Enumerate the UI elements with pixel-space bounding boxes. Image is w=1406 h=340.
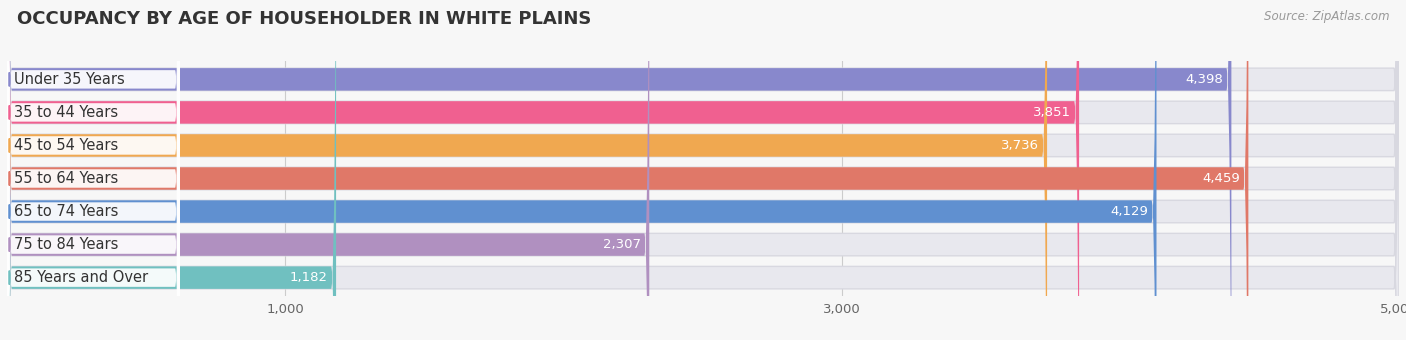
Text: 65 to 74 Years: 65 to 74 Years xyxy=(14,204,118,219)
Text: 85 Years and Over: 85 Years and Over xyxy=(14,270,149,285)
FancyBboxPatch shape xyxy=(7,0,1047,340)
FancyBboxPatch shape xyxy=(7,0,180,340)
FancyBboxPatch shape xyxy=(7,0,180,340)
FancyBboxPatch shape xyxy=(7,0,1399,340)
FancyBboxPatch shape xyxy=(7,0,1249,340)
Text: 4,398: 4,398 xyxy=(1185,73,1223,86)
Text: 75 to 84 Years: 75 to 84 Years xyxy=(14,237,118,252)
Text: 4,459: 4,459 xyxy=(1202,172,1240,185)
FancyBboxPatch shape xyxy=(7,0,180,340)
FancyBboxPatch shape xyxy=(7,0,1399,340)
FancyBboxPatch shape xyxy=(7,0,180,340)
Text: 1,182: 1,182 xyxy=(290,271,328,284)
FancyBboxPatch shape xyxy=(7,0,1399,340)
FancyBboxPatch shape xyxy=(7,0,1078,340)
Text: 55 to 64 Years: 55 to 64 Years xyxy=(14,171,118,186)
FancyBboxPatch shape xyxy=(7,0,650,340)
FancyBboxPatch shape xyxy=(7,0,180,340)
FancyBboxPatch shape xyxy=(7,0,180,340)
FancyBboxPatch shape xyxy=(7,0,336,340)
Text: 3,736: 3,736 xyxy=(1001,139,1039,152)
FancyBboxPatch shape xyxy=(7,0,1399,340)
FancyBboxPatch shape xyxy=(7,0,1157,340)
Text: Source: ZipAtlas.com: Source: ZipAtlas.com xyxy=(1264,10,1389,23)
FancyBboxPatch shape xyxy=(7,0,1399,340)
FancyBboxPatch shape xyxy=(7,0,180,340)
FancyBboxPatch shape xyxy=(7,0,1399,340)
FancyBboxPatch shape xyxy=(7,0,1232,340)
Text: 2,307: 2,307 xyxy=(603,238,641,251)
Text: 4,129: 4,129 xyxy=(1111,205,1149,218)
Text: 3,851: 3,851 xyxy=(1033,106,1071,119)
Text: OCCUPANCY BY AGE OF HOUSEHOLDER IN WHITE PLAINS: OCCUPANCY BY AGE OF HOUSEHOLDER IN WHITE… xyxy=(17,10,592,28)
FancyBboxPatch shape xyxy=(7,0,1399,340)
Text: Under 35 Years: Under 35 Years xyxy=(14,72,125,87)
Text: 45 to 54 Years: 45 to 54 Years xyxy=(14,138,118,153)
Text: 35 to 44 Years: 35 to 44 Years xyxy=(14,105,118,120)
